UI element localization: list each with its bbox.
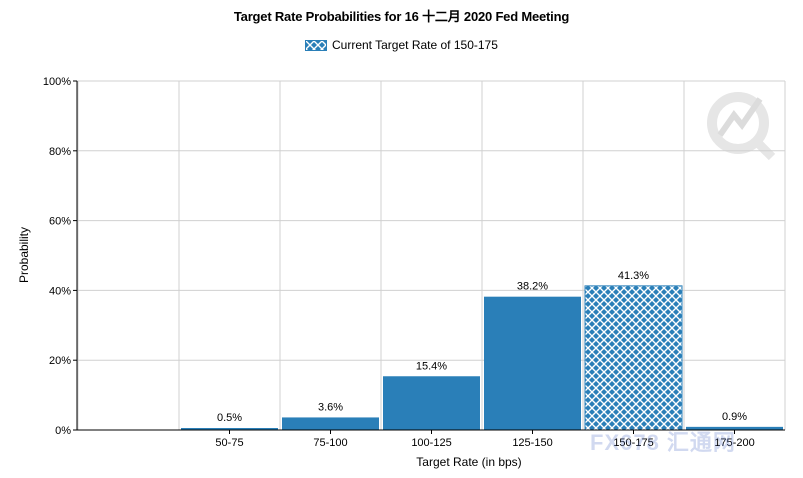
- x-tick-label: 175-200: [714, 437, 754, 449]
- x-tick-label: 75-100: [313, 437, 347, 449]
- bar-75-100[interactable]: [282, 417, 379, 430]
- x-tick-label: 100-125: [411, 437, 451, 449]
- x-tick-label: 150-175: [613, 437, 653, 449]
- legend-label: Current Target Rate of 150-175: [332, 38, 498, 52]
- logo-icon: [707, 92, 776, 161]
- data-label: 0.9%: [722, 411, 747, 423]
- watermark: FX678 汇通网: [590, 430, 736, 455]
- x-axis-title: Target Rate (in bps): [416, 455, 521, 469]
- bar-100-125[interactable]: [383, 376, 480, 430]
- data-label: 41.3%: [618, 270, 649, 282]
- bar-175-200[interactable]: [686, 426, 783, 430]
- bar-50-75[interactable]: [181, 428, 278, 430]
- legend[interactable]: Current Target Rate of 150-175: [305, 38, 498, 52]
- y-tick-label: 20%: [49, 355, 71, 367]
- y-tick-label: 100%: [43, 76, 71, 88]
- y-axis-title: Probability: [17, 227, 31, 283]
- data-label: 38.2%: [517, 281, 548, 293]
- data-label: 15.4%: [416, 360, 447, 372]
- chart-title: Target Rate Probabilities for 16 十二月 202…: [233, 9, 570, 24]
- bar-150-175[interactable]: [584, 285, 683, 431]
- data-label: 0.5%: [217, 412, 242, 424]
- y-tick-label: 60%: [49, 216, 71, 228]
- y-tick-label: 80%: [49, 146, 71, 158]
- x-tick-label: 50-75: [215, 437, 243, 449]
- y-tick-label: 40%: [49, 285, 71, 297]
- bar-125-150[interactable]: [484, 296, 581, 430]
- x-tick-label: 125-150: [512, 437, 552, 449]
- legend-swatch: [305, 39, 327, 51]
- data-label: 3.6%: [318, 401, 343, 413]
- y-tick-label: 0%: [55, 425, 71, 437]
